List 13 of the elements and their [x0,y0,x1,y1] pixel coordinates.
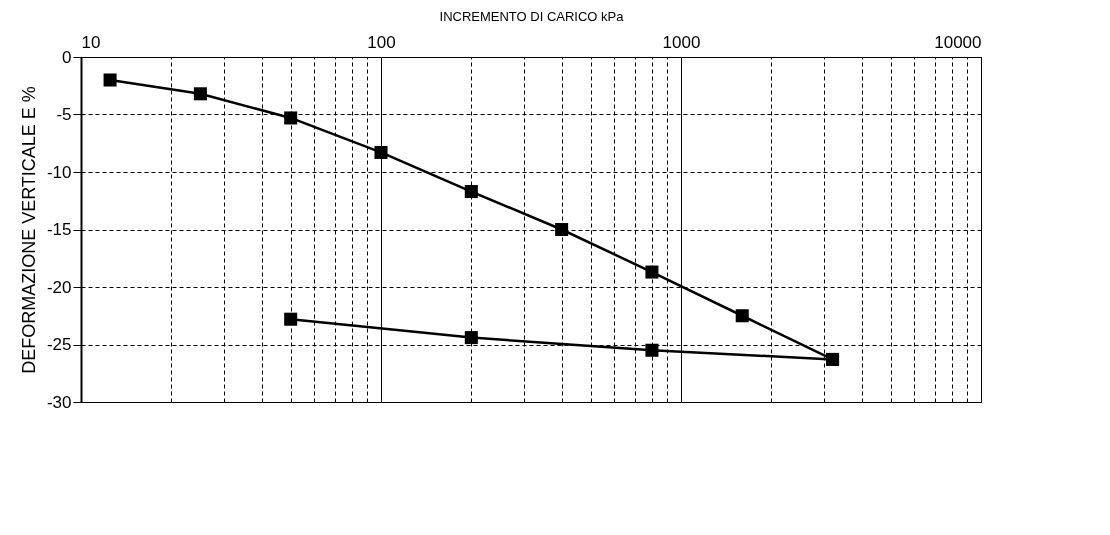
x-axis-title: INCREMENTO DI CARICO kPa [439,8,625,24]
x-tick-label: 1000 [662,32,701,52]
y-tick-label: 0 [62,47,72,67]
y-axis-title: DEFORMAZIONE VERTICALE E % [18,86,39,374]
y-tick-label: -10 [46,162,72,182]
x-tick-label: 10 [81,32,101,52]
x-tick-label: 100 [367,32,396,52]
y-tick-label: -30 [46,392,72,412]
y-tick-label: -5 [56,105,72,124]
y-tick-label: -25 [46,335,72,354]
x-tick-label: 10000 [934,32,982,52]
y-tick-label: -15 [46,220,72,239]
y-tick-label: -20 [46,277,72,297]
